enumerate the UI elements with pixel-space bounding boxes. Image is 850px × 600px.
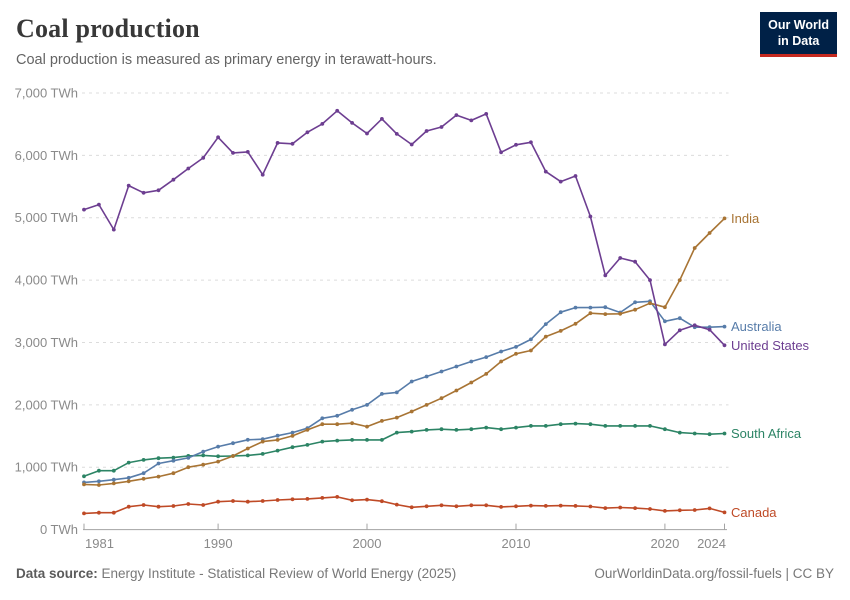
chart-footer: Data source: Energy Institute - Statisti…: [16, 566, 834, 581]
footer-source-text: Energy Institute - Statistical Review of…: [97, 566, 457, 581]
y-tick-label: 2,000 TWh: [15, 397, 78, 412]
series-label-united-states[interactable]: United States: [731, 338, 810, 353]
x-tick-label: 2000: [353, 536, 382, 551]
x-tick-label: 2024: [697, 536, 726, 551]
series-dots-australia: [82, 299, 727, 485]
x-tick-label: 1981: [85, 536, 114, 551]
y-tick-label: 3,000 TWh: [15, 335, 78, 350]
footer-license-link[interactable]: OurWorldinData.org/fossil-fuels | CC BY: [594, 566, 834, 581]
series-dots-united-states: [82, 108, 727, 348]
series-line-australia[interactable]: [83, 300, 726, 484]
series-line-canada[interactable]: [83, 496, 726, 515]
y-tick-label: 5,000 TWh: [15, 210, 78, 225]
x-tick-label: 2020: [650, 536, 679, 551]
series-line-united-states[interactable]: [83, 110, 726, 347]
owid-logo-line1: Our World: [768, 18, 829, 32]
series-line-south-africa[interactable]: [83, 422, 726, 478]
owid-logo-line2: in Data: [777, 34, 820, 49]
page-subtitle: Coal production is measured as primary e…: [16, 52, 437, 68]
x-tick-label: 1990: [204, 536, 233, 551]
series-line-india[interactable]: [83, 217, 726, 486]
series-dots-india: [82, 216, 727, 487]
page-title: Coal production: [16, 14, 200, 43]
y-tick-label: 4,000 TWh: [15, 273, 78, 288]
series-label-india[interactable]: India: [731, 211, 760, 226]
y-tick-label: 6,000 TWh: [15, 148, 78, 163]
y-tick-label: 1,000 TWh: [15, 460, 78, 475]
series-dots-south-africa: [82, 421, 727, 479]
owid-logo[interactable]: Our World in Data: [760, 12, 837, 57]
y-tick-label: 0 TWh: [40, 522, 78, 537]
footer-source: Data source: Energy Institute - Statisti…: [16, 566, 456, 581]
y-tick-label: 7,000 TWh: [15, 86, 78, 101]
series-label-australia[interactable]: Australia: [731, 319, 782, 334]
series-label-south-africa[interactable]: South Africa: [731, 426, 802, 441]
series-dots-canada: [82, 495, 727, 516]
series-label-canada[interactable]: Canada: [731, 505, 777, 520]
x-tick-label: 2010: [502, 536, 531, 551]
footer-source-label: Data source:: [16, 566, 98, 581]
